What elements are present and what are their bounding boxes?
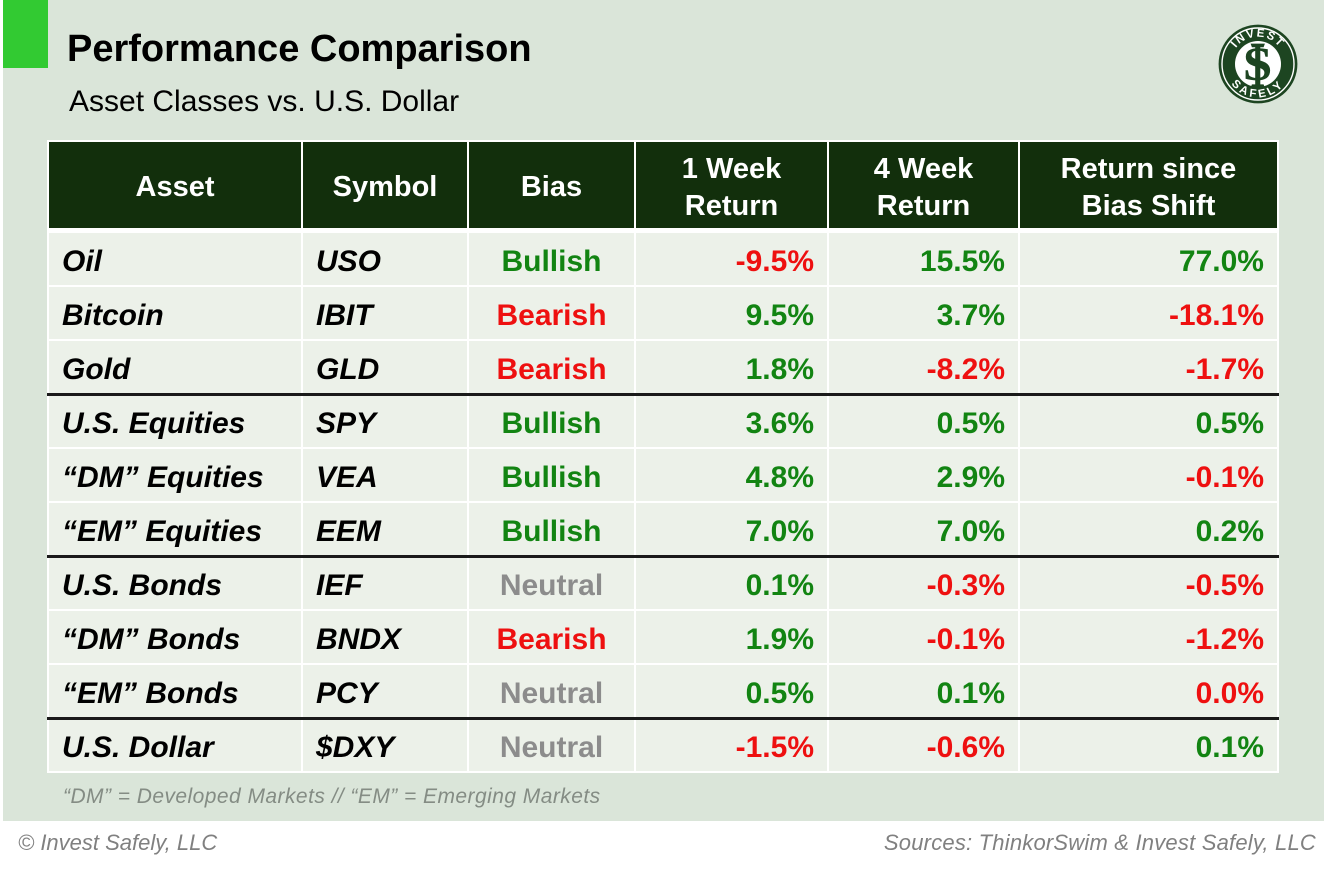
- svg-text:TM: TM: [1272, 83, 1277, 87]
- svg-text:S: S: [1243, 38, 1273, 91]
